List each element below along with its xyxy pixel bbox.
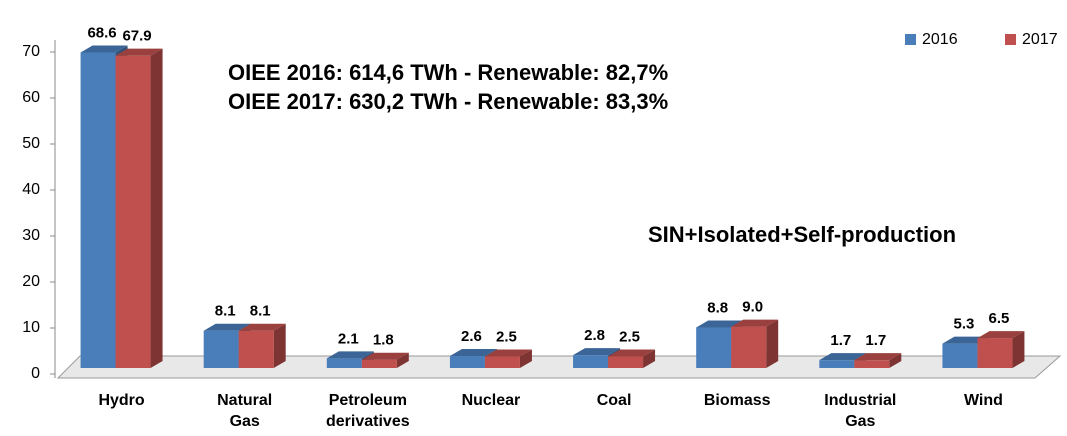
value-label: 5.3: [954, 316, 975, 333]
bar-top: [326, 351, 374, 359]
x-tick-label: Petroleum derivatives: [326, 392, 410, 430]
bar: [942, 343, 978, 368]
bar: [115, 55, 151, 368]
value-label: 2.5: [619, 328, 640, 345]
value-label: 8.8: [707, 299, 728, 316]
bar-side: [766, 319, 779, 368]
x-tick-label: Industrial Gas: [824, 392, 896, 430]
value-label: 68.6: [87, 24, 116, 41]
y-tick-label: 60: [22, 89, 40, 106]
bar-side: [1012, 331, 1025, 368]
x-tick-label: Natural Gas: [217, 392, 272, 430]
legend-label: 2016: [922, 31, 958, 48]
value-label: 6.5: [989, 310, 1010, 327]
y-tick-label: 70: [22, 43, 40, 60]
value-label: 2.1: [338, 330, 359, 347]
value-label: 8.1: [250, 303, 271, 320]
x-tick-label: Biomass: [704, 392, 771, 409]
bar-side: [889, 353, 902, 368]
bar: [819, 360, 855, 368]
legend-label: 2017: [1022, 31, 1058, 48]
x-tick-label-line: Biomass: [704, 392, 771, 409]
annotation: SIN+Isolated+Self-production: [648, 222, 956, 247]
value-label: 8.1: [215, 303, 236, 320]
value-label: 1.8: [373, 332, 394, 349]
x-tick-label: Hydro: [98, 392, 144, 409]
value-label: 2.5: [496, 328, 517, 345]
value-label: 1.7: [865, 332, 886, 349]
x-tick-label-line: Gas: [230, 413, 260, 430]
floor: [56, 355, 1062, 379]
x-tick-label-line: Hydro: [98, 392, 144, 409]
x-tick-label: Nuclear: [462, 392, 521, 409]
annotation: OIEE 2016: 614,6 TWh - Renewable: 82,7%: [228, 60, 668, 85]
value-label: 1.7: [830, 332, 851, 349]
bar-top: [608, 349, 656, 357]
bar: [977, 338, 1013, 368]
bar: [608, 356, 644, 368]
bar: [573, 355, 609, 368]
bar-top: [731, 319, 779, 327]
x-tick-label-line: Gas: [845, 413, 875, 430]
y-tick-label: 20: [22, 273, 40, 290]
bar: [238, 330, 274, 368]
bar-top: [449, 349, 497, 357]
bar: [361, 359, 397, 368]
bar: [854, 360, 890, 368]
bar: [484, 356, 520, 368]
bar-top: [977, 331, 1025, 339]
y-tick-label: 30: [22, 227, 40, 244]
bar-side: [273, 323, 286, 368]
bar-top: [115, 48, 163, 56]
bar-top: [361, 352, 409, 360]
bar-side: [519, 349, 532, 368]
bar: [731, 326, 767, 368]
x-tick-label-line: Petroleum: [329, 392, 407, 409]
bar: [326, 358, 362, 368]
bar-top: [819, 353, 867, 361]
x-tick-label-line: derivatives: [326, 413, 410, 430]
bar-top: [203, 323, 251, 331]
y-tick-label: 40: [22, 181, 40, 198]
bar-side: [150, 48, 163, 368]
value-label: 2.8: [584, 327, 605, 344]
bar-top: [80, 45, 128, 53]
bar-top: [696, 320, 744, 328]
value-label: 67.9: [122, 28, 151, 45]
value-label: 9.0: [742, 299, 763, 316]
bar-side: [396, 352, 409, 368]
y-tick-label: 0: [31, 365, 40, 382]
y-tick-label: 10: [22, 319, 40, 336]
bar: [80, 52, 116, 368]
x-tick-label-line: Wind: [964, 392, 1003, 409]
bar-top: [573, 348, 621, 356]
x-tick-label-line: Natural: [217, 392, 272, 409]
x-tick-label: Coal: [597, 392, 632, 409]
bar: [203, 330, 239, 368]
value-label: 2.6: [461, 328, 482, 345]
bar-top: [238, 323, 286, 331]
bar-side: [643, 349, 656, 368]
bar-top: [854, 353, 902, 361]
legend-swatch: [1005, 34, 1016, 45]
bar: [449, 356, 485, 368]
y-tick-label: 50: [22, 135, 40, 152]
x-tick-label-line: Industrial: [824, 392, 896, 409]
legend-swatch: [905, 34, 916, 45]
annotation: OIEE 2017: 630,2 TWh - Renewable: 83,3%: [228, 89, 668, 114]
x-tick-label-line: Coal: [597, 392, 632, 409]
bar-top: [484, 349, 532, 357]
x-tick-label: Wind: [964, 392, 1003, 409]
x-tick-label-line: Nuclear: [462, 392, 521, 409]
bar: [696, 327, 732, 368]
